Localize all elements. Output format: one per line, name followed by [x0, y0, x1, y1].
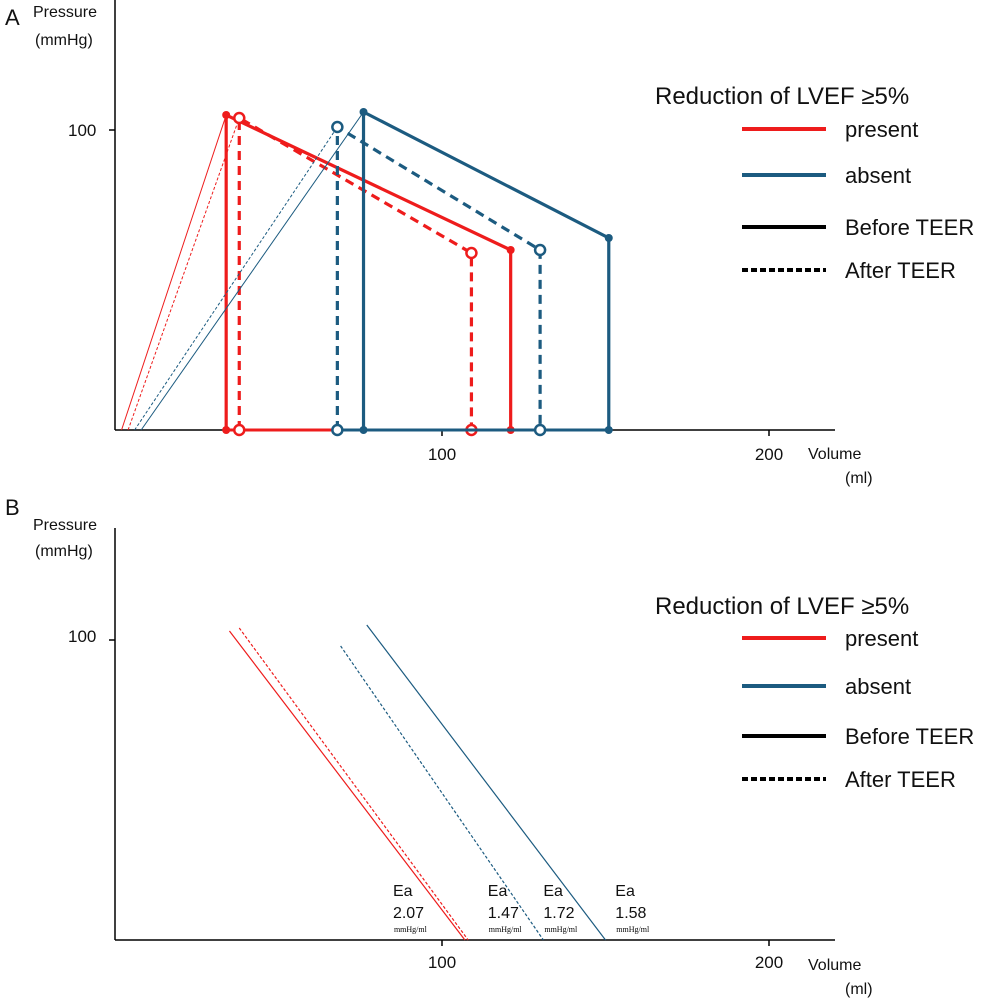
pv-loop-point	[533, 423, 547, 437]
y-tick-label: 100	[68, 121, 96, 140]
legend-label: Before TEER	[845, 724, 974, 749]
x-axis-title: Volume	[808, 957, 861, 974]
ea-unit: mmHg/ml	[616, 925, 650, 934]
ea-line-present-after	[238, 627, 469, 941]
pv-loop-present-before	[224, 112, 513, 430]
y-tick-label: 100	[68, 627, 96, 646]
legend-label: absent	[845, 163, 911, 188]
espvr-line	[134, 126, 338, 431]
ea-name: Ea	[488, 883, 508, 900]
legend-label: Before TEER	[845, 215, 974, 240]
panel-a: A Pressure (mmHg) Volume (ml) 100 100 200 Reduct…	[5, 0, 974, 487]
pv-loop-point	[222, 426, 231, 434]
espvr-line	[127, 117, 240, 431]
panel-label: A	[5, 5, 20, 30]
legend-label: present	[845, 117, 918, 142]
ea-value: 1.47	[488, 905, 519, 922]
ea-value: 1.58	[615, 905, 646, 922]
pv-loop-point	[233, 111, 246, 125]
espvr-line	[121, 114, 227, 431]
pv-loop-absent-after	[335, 124, 542, 430]
x-tick-label: 200	[755, 445, 783, 464]
legend-label: absent	[845, 674, 911, 699]
y-axis-title: Pressure	[33, 517, 97, 534]
espvr-line	[140, 111, 364, 431]
ea-unit: mmHg/ml	[544, 925, 578, 934]
legend-label: present	[845, 626, 918, 651]
x-tick-label: 100	[428, 953, 456, 972]
ea-name: Ea	[543, 883, 563, 900]
ea-value: 1.72	[543, 905, 574, 922]
pv-loop-point	[233, 423, 246, 437]
ea-unit: mmHg/ml	[394, 925, 428, 934]
ea-line-present-before	[228, 630, 466, 941]
legend-label: After TEER	[845, 258, 956, 283]
x-axis-unit: (ml)	[845, 981, 873, 998]
legend-title: Reduction of LVEF ≥5%	[655, 593, 909, 620]
panel-label: B	[5, 495, 20, 520]
pv-loop-point	[359, 108, 368, 116]
legend-title: Reduction of LVEF ≥5%	[655, 83, 909, 110]
y-axis-unit: (mmHg)	[35, 543, 93, 560]
pv-loop-point	[506, 246, 515, 254]
pv-loop-point	[331, 423, 344, 437]
ea-line-absent-after	[340, 645, 544, 941]
panel-b: B Pressure (mmHg) Volume (ml) 100 100 200 Reduct…	[5, 495, 974, 998]
x-axis-unit: (ml)	[845, 470, 873, 487]
y-axis-unit: (mmHg)	[35, 32, 93, 49]
pv-loop-absent-before	[361, 109, 611, 430]
ea-line-absent-before	[366, 624, 606, 941]
x-axis-title: Volume	[808, 446, 861, 463]
pv-loop-point	[222, 111, 231, 119]
ea-value: 2.07	[393, 905, 424, 922]
pv-loop-point	[604, 234, 613, 242]
x-tick-label: 100	[428, 445, 456, 464]
ea-name: Ea	[615, 883, 635, 900]
pv-loop-point	[465, 246, 478, 260]
ea-name: Ea	[393, 883, 413, 900]
pv-loop-point	[604, 426, 613, 434]
ea-unit: mmHg/ml	[489, 925, 523, 934]
legend-label: After TEER	[845, 767, 956, 792]
pv-loop-point	[533, 243, 547, 257]
y-axis-title: Pressure	[33, 4, 97, 21]
x-tick-label: 200	[755, 953, 783, 972]
pv-loop-present-after	[237, 115, 474, 430]
pv-loop-point	[331, 120, 344, 134]
